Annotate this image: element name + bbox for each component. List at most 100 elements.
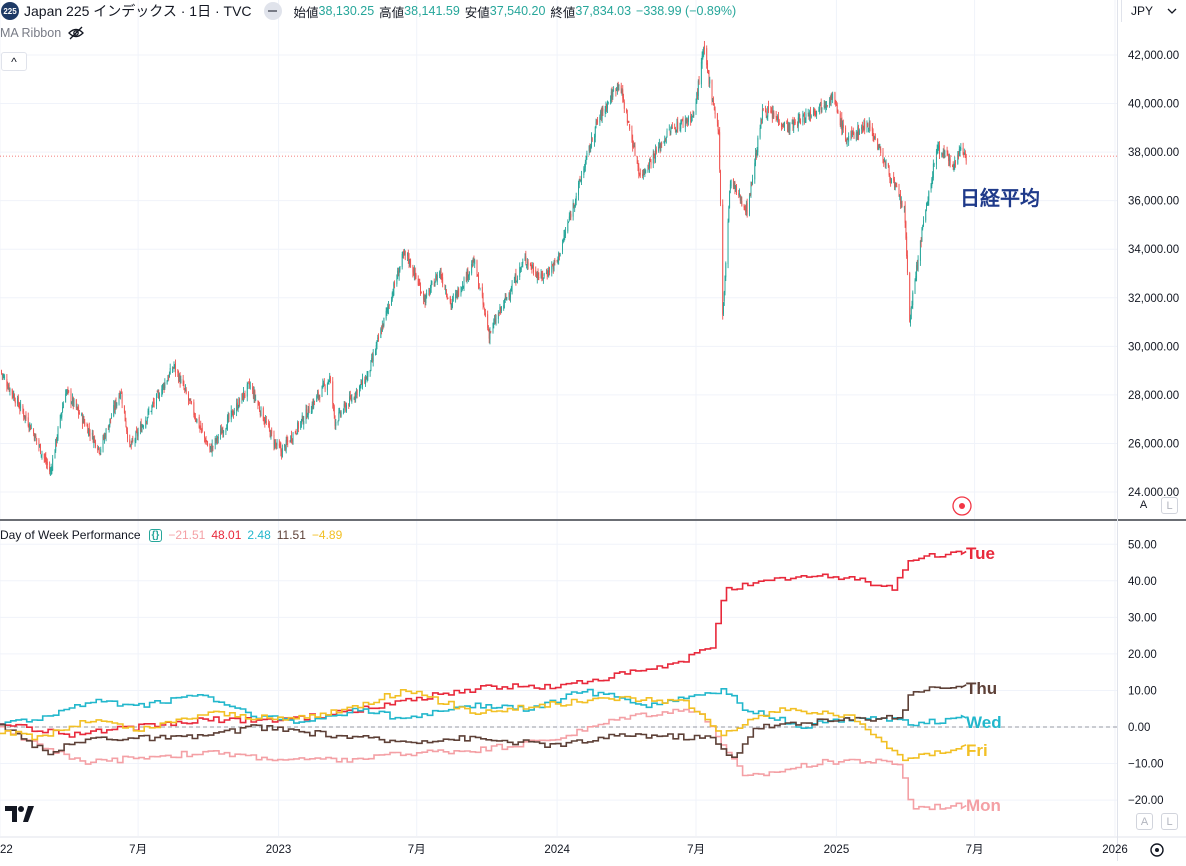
dow-axis-label: −20.00 [1128, 795, 1164, 807]
candle-body [356, 389, 358, 395]
candle-body [188, 393, 189, 401]
candle-body [777, 116, 779, 122]
candle-body [650, 160, 652, 165]
auto-scale-button-lower[interactable]: A [1136, 813, 1153, 830]
collapse-legend-button[interactable]: ^ [1, 52, 27, 71]
auto-scale-button[interactable]: A [1139, 498, 1148, 511]
candle-body [559, 253, 561, 256]
candle-body [663, 142, 665, 144]
candle-body [212, 446, 214, 448]
candle-body [262, 408, 264, 421]
candle-body [687, 120, 689, 122]
candle-body [521, 263, 523, 266]
candle-body [337, 420, 339, 424]
candle-body [599, 117, 601, 123]
symbol-badge[interactable]: 225 [1, 2, 19, 20]
candle-body [867, 123, 869, 127]
candle-body [167, 378, 169, 382]
candle-body [513, 281, 515, 283]
minus-icon [268, 10, 278, 12]
candle-body [767, 107, 769, 117]
candle-body [146, 421, 147, 423]
candle-body [296, 433, 298, 435]
candle-body [404, 252, 405, 254]
candle-body [359, 384, 361, 388]
candle-body [600, 109, 602, 119]
candle-body [728, 206, 730, 222]
candle-body [526, 264, 528, 265]
candle-body [312, 402, 314, 407]
candle-body [842, 124, 844, 129]
candle-body [479, 287, 481, 289]
candle-body [927, 201, 929, 205]
candle-body [679, 127, 681, 130]
candle-body [734, 182, 736, 190]
hide-series-toggle[interactable] [263, 2, 282, 20]
candle-body [549, 267, 550, 273]
candle-body [820, 101, 822, 110]
candle-body [200, 425, 202, 430]
candle-body [196, 418, 198, 423]
dow-legend[interactable]: Day of Week Performance {} −21.51 48.01 … [0, 528, 342, 542]
candle-body [639, 174, 640, 176]
candle-body [136, 430, 138, 433]
candle-body [413, 269, 415, 276]
currency-label[interactable]: JPY [1121, 0, 1186, 22]
ma-ribbon-label[interactable]: MA Ribbon [0, 26, 62, 40]
candle-body [18, 405, 20, 408]
dow-title[interactable]: Day of Week Performance [0, 528, 141, 542]
candle-body [39, 444, 41, 454]
candle-body [698, 79, 700, 84]
candle-body [120, 393, 122, 394]
candle-body [847, 138, 849, 140]
candle-body [244, 394, 246, 396]
candle-body [257, 401, 259, 405]
candle-body [34, 434, 36, 442]
candle-body [226, 417, 228, 430]
candle-body [563, 235, 565, 241]
high-value: 38,141.59 [404, 4, 460, 18]
candle-body [159, 396, 160, 398]
candle-body [793, 122, 795, 129]
braces-icon[interactable]: {} [148, 528, 163, 542]
candle-body [412, 266, 414, 273]
candle-body [423, 292, 425, 300]
candle-body [839, 113, 841, 126]
candle-body [463, 277, 465, 288]
candle-body [757, 137, 759, 153]
candle-body [616, 83, 618, 90]
candle-body [317, 391, 319, 397]
candle-body [150, 411, 152, 412]
candle-body [629, 124, 631, 130]
ma-ribbon-legend[interactable]: MA Ribbon [0, 26, 85, 40]
candle-body [492, 323, 494, 333]
candle-body [377, 337, 379, 340]
candle-body [909, 273, 911, 322]
symbol-title[interactable]: Japan 225 インデックス · 1日 · TVC [24, 3, 252, 19]
candle-body [39, 445, 41, 447]
candle-body [700, 61, 702, 85]
candle-body [510, 290, 512, 292]
candle-body [899, 195, 901, 198]
change-value: −338.99 (−0.89%) [636, 4, 737, 18]
candle-body [348, 403, 350, 406]
candle-body [748, 194, 750, 216]
candle-body [948, 158, 950, 162]
candle-body [477, 275, 479, 277]
eye-hidden-icon[interactable] [67, 26, 85, 40]
log-scale-button-lower[interactable]: L [1161, 813, 1178, 830]
candle-body [141, 425, 143, 432]
candle-body [198, 416, 200, 428]
candle-body [558, 253, 560, 260]
candle-body [808, 114, 810, 117]
candle-body [542, 277, 544, 279]
candle-body [620, 85, 622, 94]
candle-body [946, 150, 948, 152]
candle-body [290, 435, 292, 441]
log-scale-button[interactable]: L [1161, 497, 1178, 514]
candle-body [278, 443, 280, 447]
candle-body [269, 430, 271, 438]
candle-body [809, 110, 811, 117]
